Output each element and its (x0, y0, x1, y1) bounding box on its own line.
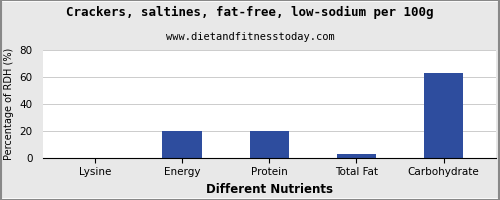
Text: Crackers, saltines, fat-free, low-sodium per 100g: Crackers, saltines, fat-free, low-sodium… (66, 6, 434, 19)
Text: www.dietandfitnesstoday.com: www.dietandfitnesstoday.com (166, 32, 334, 42)
Bar (162, 131, 202, 158)
Y-axis label: Percentage of RDH (%): Percentage of RDH (%) (4, 48, 14, 160)
Bar (424, 73, 463, 158)
Bar (337, 154, 376, 158)
Bar (250, 131, 289, 158)
X-axis label: Different Nutrients: Different Nutrients (206, 183, 332, 196)
